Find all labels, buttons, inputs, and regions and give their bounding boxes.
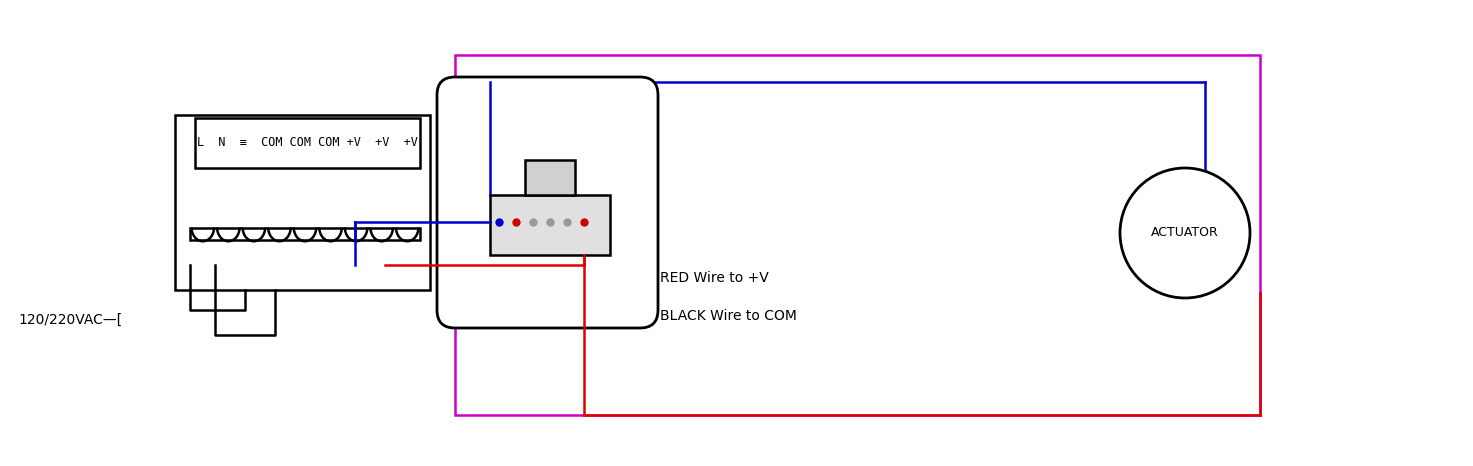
Bar: [194, 118, 420, 168]
Bar: [175, 115, 430, 290]
FancyBboxPatch shape: [437, 77, 658, 328]
Ellipse shape: [1119, 168, 1251, 298]
Bar: [491, 195, 610, 255]
Text: L  N  ≡  COM COM COM +V  +V  +V: L N ≡ COM COM COM +V +V +V: [196, 137, 417, 150]
Text: BLACK Wire to COM: BLACK Wire to COM: [660, 309, 797, 323]
Bar: [190, 227, 420, 240]
Text: RED Wire to +V: RED Wire to +V: [660, 271, 769, 285]
Text: ACTUATOR: ACTUATOR: [1150, 226, 1218, 240]
Bar: [524, 160, 574, 195]
Bar: [455, 55, 1259, 415]
Text: 120/220VAC—[: 120/220VAC—[: [18, 313, 122, 327]
